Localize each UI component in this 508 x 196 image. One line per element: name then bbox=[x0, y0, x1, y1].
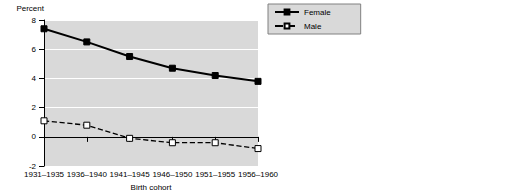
svg-text:1951–1955: 1951–1955 bbox=[195, 170, 236, 179]
svg-text:0: 0 bbox=[32, 132, 37, 141]
svg-text:Percent: Percent bbox=[16, 4, 44, 13]
svg-text:2: 2 bbox=[32, 103, 37, 112]
svg-text:-2: -2 bbox=[28, 161, 36, 171]
svg-text:6: 6 bbox=[32, 45, 37, 54]
svg-text:8: 8 bbox=[32, 16, 37, 25]
svg-text:4: 4 bbox=[32, 74, 37, 83]
svg-text:Male: Male bbox=[304, 22, 322, 31]
svg-text:1931–1935: 1931–1935 bbox=[24, 170, 65, 179]
svg-text:1956–1960: 1956–1960 bbox=[238, 170, 279, 179]
svg-text:1941–1945: 1941–1945 bbox=[110, 170, 151, 179]
svg-text:1936–1940: 1936–1940 bbox=[67, 170, 108, 179]
svg-text:Birth cohort: Birth cohort bbox=[131, 183, 173, 192]
svg-text:Female: Female bbox=[304, 8, 331, 17]
svg-text:1946–1950: 1946–1950 bbox=[152, 170, 193, 179]
